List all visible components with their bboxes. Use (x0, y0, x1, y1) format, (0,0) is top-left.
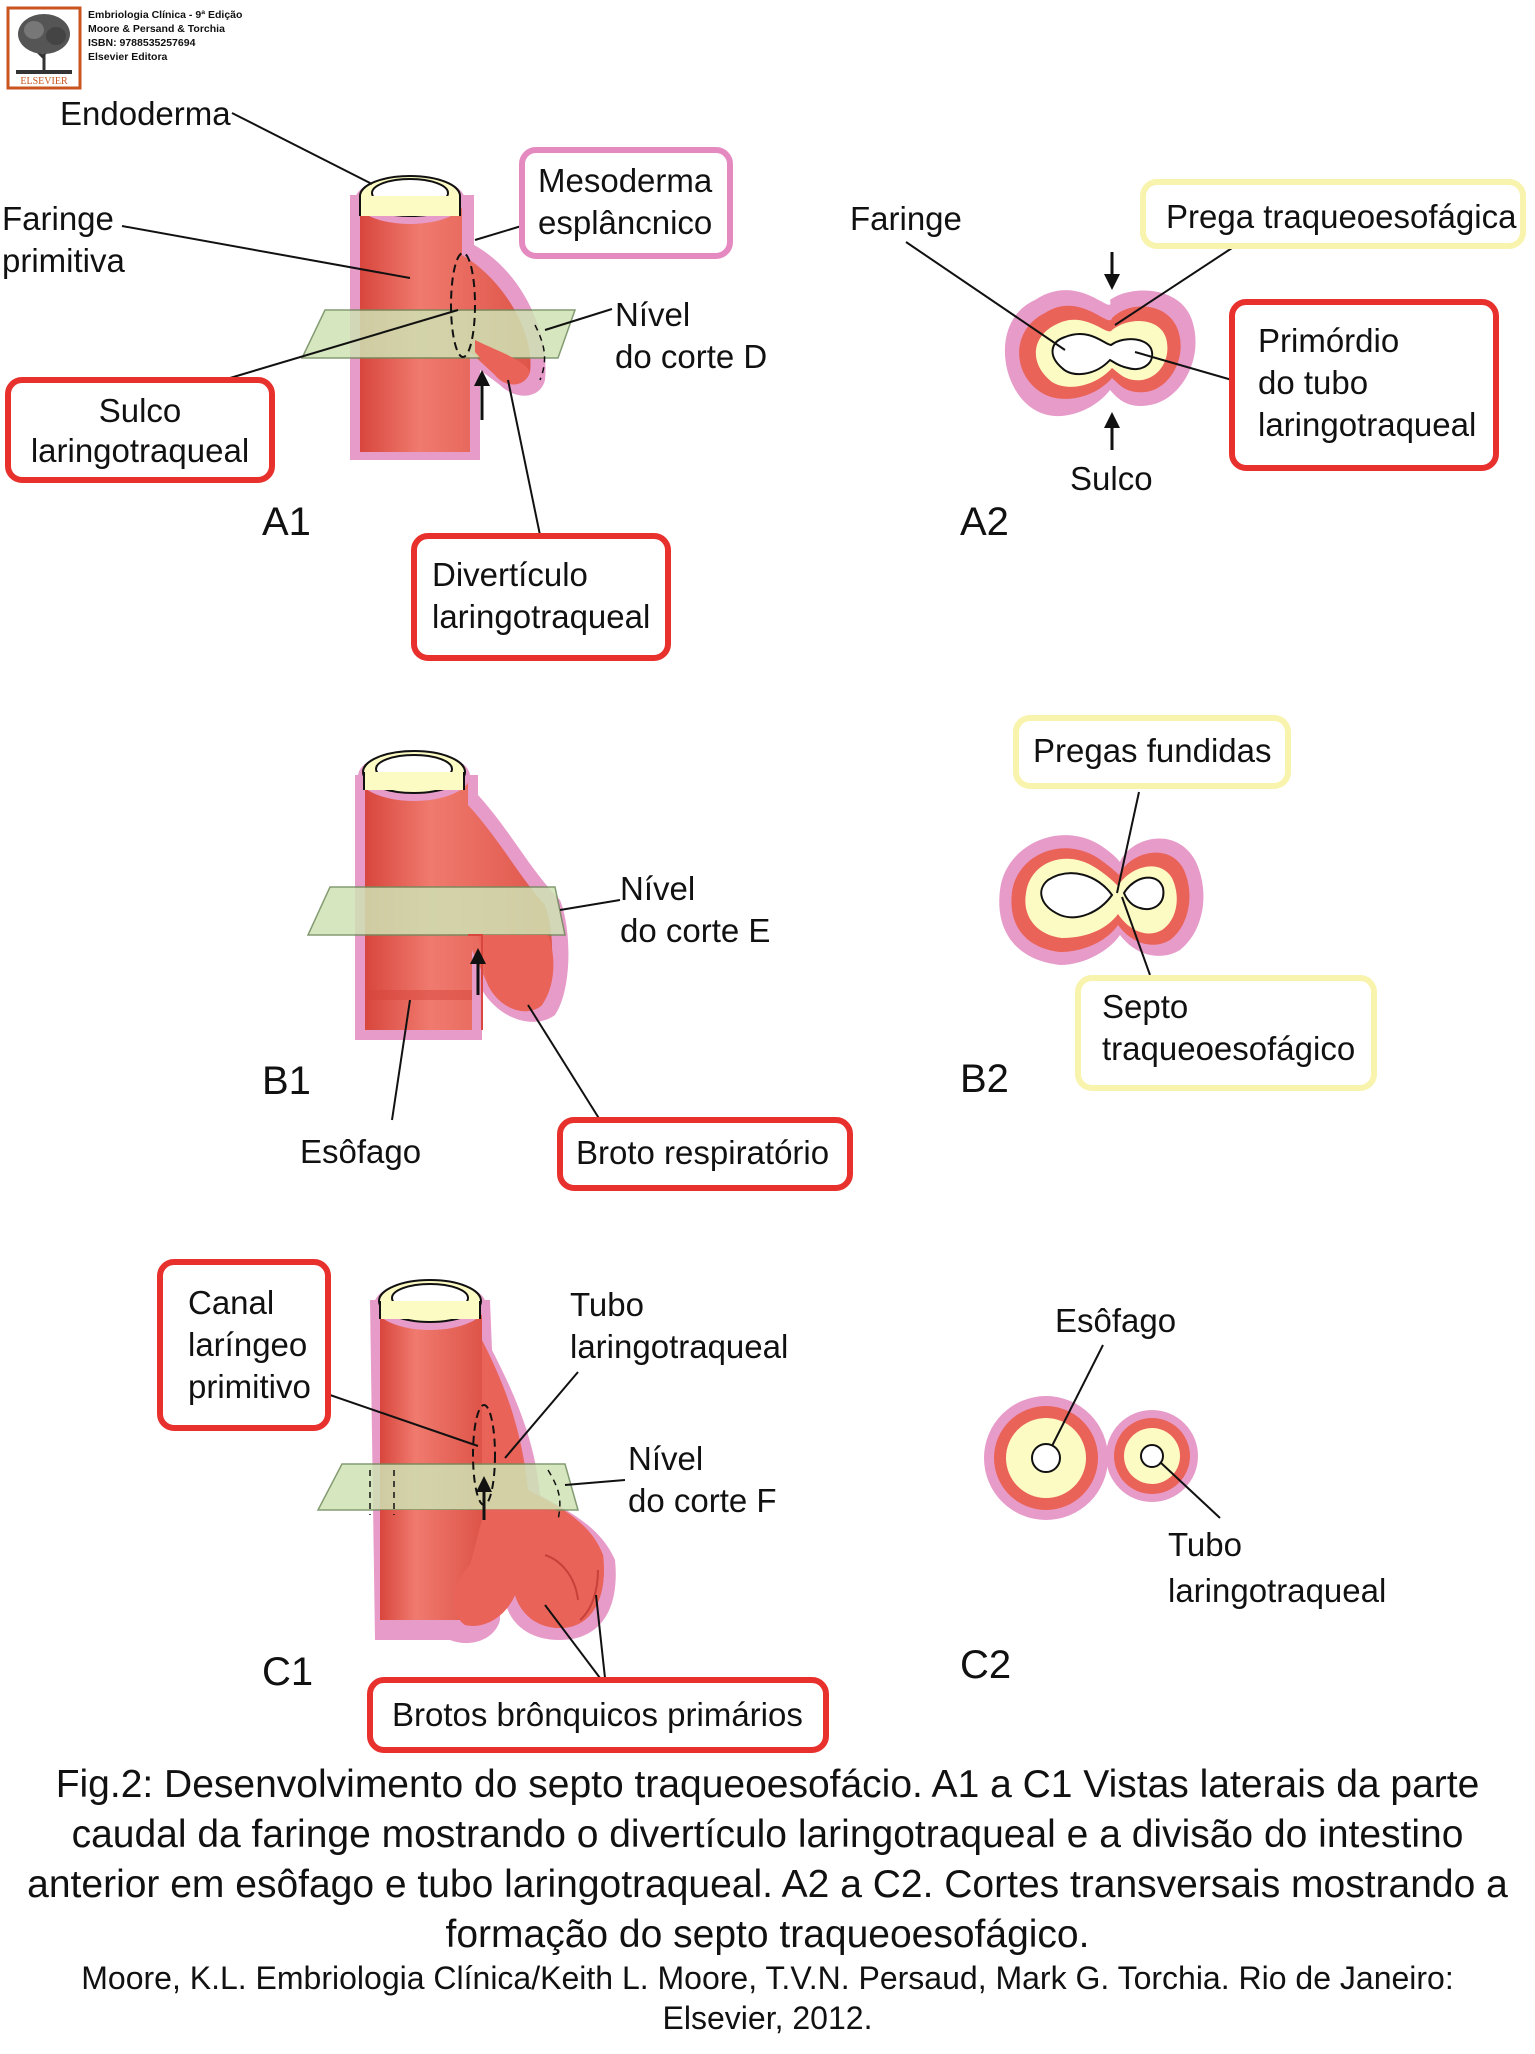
b1-box-broto (557, 1117, 853, 1191)
panel-label-b2: B2 (960, 1057, 1009, 1101)
panel-c1: Canal laríngeo primitivo Tubo laringotra… (157, 1259, 829, 1753)
panel-b1: Nível do corte E Esôfago Broto respirató… (262, 750, 853, 1191)
b2-label-septo-2: traqueoesofágico (1102, 1030, 1355, 1067)
a1-label-diverticulo-2: laringotraqueal (432, 598, 650, 635)
logo-text: ELSEVIER (20, 76, 68, 87)
a2-lumen (1051, 333, 1154, 376)
b2-box-pregas (1013, 715, 1291, 789)
c1-label-brotos: Brotos brônquicos primários (392, 1696, 803, 1733)
c2-trachea-lumen (1140, 1444, 1164, 1468)
c2-label-tubo-2: laringotraqueal (1168, 1572, 1386, 1609)
a1-label-mesoderma-1: Mesoderma (538, 162, 713, 199)
a1-label-nivel: Nível (615, 296, 690, 333)
c1-label-tubo-1: Tubo (570, 1286, 644, 1323)
a1-groove-outline (450, 252, 476, 358)
a2-arrow-top-icon (1104, 252, 1120, 290)
b1-arrow-icon (470, 948, 486, 995)
a2-label-prega: Prega traqueoesofágica (1166, 198, 1517, 235)
c2-esophagus-lumen (1031, 1443, 1061, 1473)
a1-diverticulum (475, 340, 530, 385)
a1-label-faringe-1: Faringe (2, 200, 114, 237)
a2-box-primordio (1229, 299, 1499, 471)
b2-lumen-left (1040, 872, 1114, 919)
a2-arrow-bottom-icon (1104, 412, 1120, 450)
a2-label-primordio-1: Primórdio (1258, 322, 1399, 359)
c2-label-tubo-1: Tubo (1168, 1526, 1242, 1563)
b1-label-esofago: Esôfago (300, 1133, 421, 1170)
b1-respiratory-bud (478, 935, 554, 1012)
b2-lumen-right (1122, 876, 1165, 910)
a1-label-endoderma: Endoderma (60, 95, 231, 132)
a2-label-primordio-2: do tubo (1258, 364, 1368, 401)
c1-label-canal-3: primitivo (188, 1368, 311, 1405)
a2-box-prega (1140, 179, 1526, 249)
publisher-line-4: Elsevier Editora (88, 51, 168, 63)
a2-label-sulco: Sulco (1070, 460, 1153, 497)
panel-label-c1: C1 (262, 1650, 313, 1694)
figure-reference: Moore, K.L. Embriologia Clínica/Keith L.… (81, 1960, 1454, 2036)
c1-label-tubo-2: laringotraqueal (570, 1328, 788, 1365)
publisher-header: ELSEVIER Embriologia Clínica - 9ª Edição… (6, 6, 242, 90)
c1-arrow-icon (476, 1476, 492, 1520)
c1-label-canal-1: Canal (188, 1284, 274, 1321)
panel-label-a1: A1 (262, 500, 311, 544)
panel-a2: Faringe Prega traqueoesofágica Primórdio… (850, 179, 1526, 544)
figure-caption: Fig.2: Desenvolvimento do septo traqueoe… (27, 1763, 1508, 1956)
c1-label-nivel: Nível (628, 1440, 703, 1477)
b1-label-nivel: Nível (620, 870, 695, 907)
c1-label-corte: do corte F (628, 1482, 777, 1519)
a1-label-corte: do corte D (615, 338, 767, 375)
panel-label-b1: B1 (262, 1059, 311, 1103)
panel-label-a2: A2 (960, 500, 1009, 544)
a1-label-sulco-1: Sulco (99, 392, 182, 429)
tree-logo-icon (16, 14, 72, 74)
a2-label-primordio-3: laringotraqueal (1258, 406, 1476, 443)
c1-box-canal (157, 1259, 331, 1431)
panel-b2: Pregas fundidas Septo traqueoesofágico B… (960, 715, 1377, 1101)
b2-label-septo-1: Septo (1102, 988, 1188, 1025)
a1-box-mesoderma (519, 147, 733, 259)
c2-label-esofago: Esôfago (1055, 1302, 1176, 1339)
b2-label-pregas: Pregas fundidas (1033, 732, 1272, 769)
a1-label-faringe-2: primitiva (2, 242, 125, 279)
a1-label-mesoderma-2: esplâncnico (538, 204, 712, 241)
c1-box-brotos (367, 1677, 829, 1753)
publisher-line-3: ISBN: 9788535257694 (88, 37, 196, 49)
a1-arrow-icon (474, 370, 490, 420)
a1-box-diverticulo (411, 533, 671, 661)
c1-section-plane (316, 1463, 579, 1511)
c1-label-canal-2: laríngeo (188, 1326, 307, 1363)
panel-c2: Esôfago Tubo laringotraqueal C2 (960, 1302, 1386, 1687)
a1-box-sulco (5, 377, 275, 483)
panel-label-c2: C2 (960, 1643, 1011, 1687)
a2-label-faringe: Faringe (850, 200, 962, 237)
publisher-line-1: Embriologia Clínica - 9ª Edição (88, 9, 242, 21)
a1-label-diverticulo-1: Divertículo (432, 556, 588, 593)
b1-section-plane (306, 886, 566, 936)
panel-a1: Endoderma Faringe primitiva Mesoderma es… (2, 95, 767, 661)
b1-label-corte: do corte E (620, 912, 770, 949)
b2-box-septo (1075, 975, 1377, 1091)
a1-label-sulco-2: laringotraqueal (31, 432, 249, 469)
publisher-line-2: Moore & Persand & Torchia (88, 23, 225, 35)
b1-label-broto: Broto respiratório (576, 1134, 829, 1171)
a1-section-plane (300, 309, 577, 359)
